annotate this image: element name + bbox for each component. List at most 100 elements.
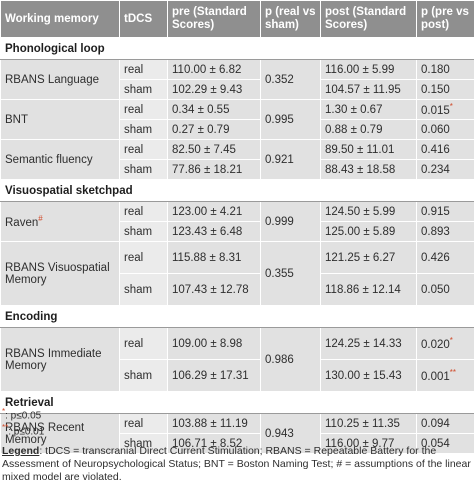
tdcs-cell: real	[120, 328, 168, 360]
pre-cell: 0.27 ± 0.79	[168, 120, 261, 140]
p-pre-post-value: 0.001	[421, 371, 450, 383]
footnote-1: *: p≤0.05	[2, 406, 472, 422]
p-real-sham-cell: 0.921	[261, 140, 321, 180]
p-pre-post-value: 0.234	[421, 164, 450, 176]
measure-mark: #	[38, 214, 42, 223]
p-pre-post-cell: 0.050	[417, 274, 474, 306]
footnote-2-text: : p≤0.01	[8, 427, 44, 438]
post-cell: 0.88 ± 0.79	[321, 120, 417, 140]
header-pre: pre (Standard Scores)	[168, 1, 261, 38]
p-pre-post-value: 0.020	[421, 339, 450, 351]
post-cell: 125.00 ± 5.89	[321, 222, 417, 242]
p-pre-post-cell: 0.001**	[417, 360, 474, 392]
pre-cell: 115.88 ± 8.31	[168, 242, 261, 274]
header-row: Working memory tDCS pre (Standard Scores…	[1, 1, 474, 38]
p-real-sham-cell: 0.999	[261, 202, 321, 242]
tdcs-cell: real	[120, 60, 168, 80]
tdcs-cell: sham	[120, 274, 168, 306]
p-pre-post-mark: *	[450, 102, 453, 111]
post-cell: 121.25 ± 6.27	[321, 242, 417, 274]
p-real-sham-cell: 0.352	[261, 60, 321, 100]
legend: Legend: tDCS = transcranial Direct Curre…	[2, 445, 472, 484]
p-pre-post-cell: 0.020*	[417, 328, 474, 360]
post-cell: 116.00 ± 5.99	[321, 60, 417, 80]
p-pre-post-cell: 0.015*	[417, 100, 474, 120]
p-pre-post-value: 0.060	[421, 124, 450, 136]
measure-name: RBANS Immediate Memory	[5, 348, 102, 372]
measure-cell: Raven#	[1, 202, 120, 242]
measure-cell: RBANS Language	[1, 60, 120, 100]
p-pre-post-value: 0.426	[421, 252, 450, 264]
section-title: Encoding	[1, 306, 474, 328]
pre-cell: 82.50 ± 7.45	[168, 140, 261, 160]
p-real-sham-cell: 0.986	[261, 328, 321, 392]
post-cell: 1.30 ± 0.67	[321, 100, 417, 120]
header-p-real-vs-sham: p (real vs sham)	[261, 1, 321, 38]
tdcs-cell: real	[120, 100, 168, 120]
p-pre-post-cell: 0.416	[417, 140, 474, 160]
footnote-2: **: p≤0.01	[2, 422, 472, 438]
post-cell: 130.00 ± 15.43	[321, 360, 417, 392]
tdcs-cell: real	[120, 202, 168, 222]
pre-cell: 110.00 ± 6.82	[168, 60, 261, 80]
measure-cell: Semantic fluency	[1, 140, 120, 180]
pre-cell: 77.86 ± 18.21	[168, 160, 261, 180]
p-pre-post-cell: 0.150	[417, 80, 474, 100]
post-cell: 104.57 ± 11.95	[321, 80, 417, 100]
pre-cell: 109.00 ± 8.98	[168, 328, 261, 360]
section-row: Encoding	[1, 306, 474, 328]
legend-label: Legend	[2, 445, 39, 457]
measure-name: BNT	[5, 114, 28, 126]
pre-cell: 107.43 ± 12.78	[168, 274, 261, 306]
measure-cell: BNT	[1, 100, 120, 140]
section-row: Phonological loop	[1, 38, 474, 60]
tdcs-cell: real	[120, 242, 168, 274]
post-cell: 124.50 ± 5.99	[321, 202, 417, 222]
measure-name: RBANS Visuospatial Memory	[5, 262, 110, 286]
p-pre-post-cell: 0.060	[417, 120, 474, 140]
tdcs-cell: sham	[120, 160, 168, 180]
footnote-1-text: : p≤0.05	[5, 410, 41, 421]
post-cell: 89.50 ± 11.01	[321, 140, 417, 160]
results-table: Working memory tDCS pre (Standard Scores…	[0, 0, 474, 454]
pre-cell: 102.29 ± 9.43	[168, 80, 261, 100]
tdcs-cell: sham	[120, 120, 168, 140]
p-pre-post-mark: *	[450, 336, 453, 345]
section-title: Visuospatial sketchpad	[1, 180, 474, 202]
measure-name: RBANS Language	[5, 74, 99, 86]
p-pre-post-value: 0.015	[421, 105, 450, 117]
header-working-memory: Working memory	[1, 1, 120, 38]
p-pre-post-cell: 0.915	[417, 202, 474, 222]
p-pre-post-value: 0.416	[421, 144, 450, 156]
tdcs-cell: real	[120, 140, 168, 160]
header-post: post (Standard Scores)	[321, 1, 417, 38]
measure-name: Raven	[5, 217, 38, 229]
measure-cell: RBANS Visuospatial Memory	[1, 242, 120, 306]
post-cell: 118.86 ± 12.14	[321, 274, 417, 306]
header-tdcs: tDCS	[120, 1, 168, 38]
measure-cell: RBANS Immediate Memory	[1, 328, 120, 392]
p-real-sham-cell: 0.995	[261, 100, 321, 140]
section-title: Phonological loop	[1, 38, 474, 60]
p-pre-post-value: 0.915	[421, 206, 450, 218]
legend-text: : tDCS = transcranial Direct Current Sti…	[2, 445, 471, 483]
p-pre-post-cell: 0.180	[417, 60, 474, 80]
pre-cell: 106.29 ± 17.31	[168, 360, 261, 392]
pre-cell: 123.43 ± 6.48	[168, 222, 261, 242]
section-row: Visuospatial sketchpad	[1, 180, 474, 202]
p-pre-post-value: 0.150	[421, 84, 450, 96]
p-pre-post-value: 0.050	[421, 284, 450, 296]
p-pre-post-cell: 0.426	[417, 242, 474, 274]
p-pre-post-value: 0.180	[421, 64, 450, 76]
p-pre-post-cell: 0.234	[417, 160, 474, 180]
tdcs-cell: sham	[120, 360, 168, 392]
tdcs-cell: sham	[120, 222, 168, 242]
pre-cell: 0.34 ± 0.55	[168, 100, 261, 120]
table-notes: *: p≤0.05 **: p≤0.01 Legend: tDCS = tran…	[2, 406, 472, 484]
p-pre-post-mark: **	[450, 368, 456, 377]
measure-name: Semantic fluency	[5, 154, 93, 166]
